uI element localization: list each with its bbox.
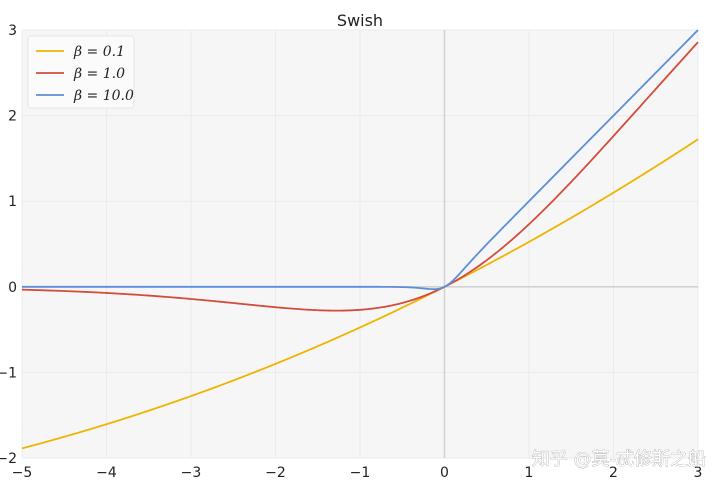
y-tick-label: 2 <box>8 109 17 125</box>
y-tick-labels: −2 −1 0 1 2 3 <box>0 23 17 467</box>
y-tick-label: 0 <box>8 280 17 296</box>
chart-title: Swish <box>337 11 383 30</box>
legend-label-1: β = 1.0 <box>73 66 125 82</box>
x-tick-label: −1 <box>350 465 371 481</box>
series-line-2 <box>22 29 699 291</box>
series-line-0 <box>21 138 699 450</box>
x-tick-labels: −5 −4 −3 −2 −1 0 1 2 3 <box>12 465 703 481</box>
x-tick-label: −3 <box>181 465 202 481</box>
y-tick-label: 1 <box>8 194 17 210</box>
x-tick-label: −2 <box>265 465 286 481</box>
watermark: 知乎 @莫-忒修斯之船 <box>532 449 706 470</box>
legend-box <box>27 35 135 109</box>
y-tick-label: −2 <box>0 451 17 467</box>
x-tick-label: 0 <box>440 465 449 481</box>
x-tick-label: 3 <box>694 465 703 481</box>
y-tick-label: −1 <box>0 365 17 381</box>
series-line-1 <box>21 41 699 312</box>
legend: β = 0.1 β = 1.0 β = 10.0 <box>27 35 135 109</box>
series-lines <box>21 29 699 450</box>
x-tick-label: 1 <box>525 465 534 481</box>
legend-label-2: β = 10.0 <box>73 88 134 104</box>
x-tick-label: −4 <box>96 465 117 481</box>
x-tick-label: −5 <box>12 465 33 481</box>
grid <box>21 29 699 459</box>
x-tick-label: 2 <box>609 465 618 481</box>
legend-label-0: β = 0.1 <box>73 44 125 60</box>
y-tick-label: 3 <box>8 23 17 39</box>
